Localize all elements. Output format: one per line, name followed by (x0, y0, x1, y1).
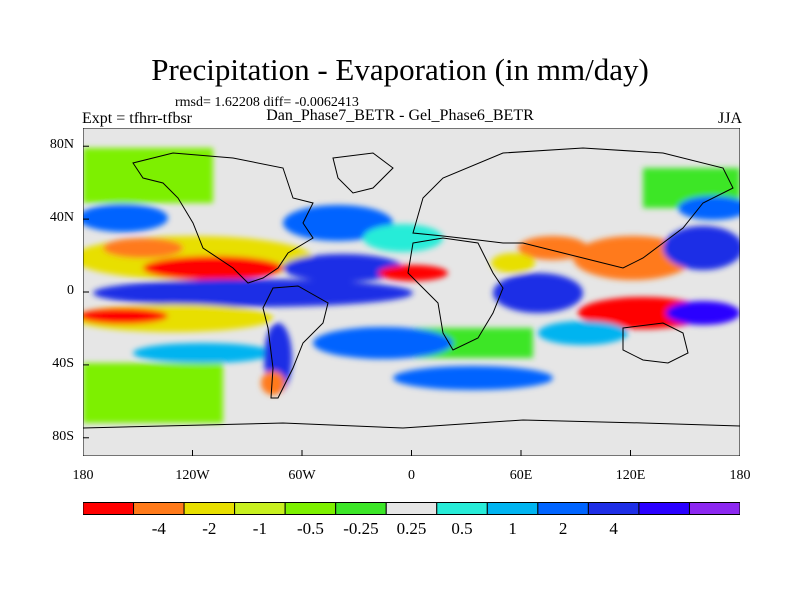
colorbar-label: 1 (508, 519, 517, 538)
field-region (666, 301, 740, 325)
coastline-eurasia (412, 147, 734, 269)
colorbar-label: -0.5 (296, 519, 324, 538)
field-region (261, 371, 285, 395)
subtitle: Dan_Phase7_BETR - Gel_Phase6_BETR (266, 107, 534, 124)
field-region (283, 205, 393, 241)
colorbar-box (587, 502, 640, 515)
y-tick-label: 80N (49, 137, 74, 153)
experiment-label: Expt = tfhrr-tfbsr (82, 110, 193, 127)
colorbar-box (284, 502, 337, 515)
x-tick-label: 120E (615, 468, 646, 483)
coastline-antarctica (83, 419, 740, 429)
colorbar-label: 0.25 (396, 519, 427, 538)
colorbar-box (436, 502, 488, 515)
x-tick-label: 60E (509, 468, 533, 483)
colorbar-label: -4 (151, 519, 166, 538)
field-region (93, 279, 413, 307)
y-tick-label: 40N (49, 210, 74, 226)
coastline-north-america (132, 152, 314, 284)
y-tick-label: 80S (52, 428, 74, 444)
colorbar-box (537, 502, 589, 515)
field-region (393, 366, 553, 390)
field-region (83, 308, 168, 324)
field-region (133, 343, 273, 363)
y-tick-label: 40S (52, 355, 74, 371)
field-region (83, 148, 213, 203)
field-region (283, 254, 403, 282)
field-region (663, 226, 740, 270)
pe-field (83, 148, 740, 423)
field-region (378, 265, 448, 281)
x-tick-label: 180 (72, 468, 94, 483)
colorbar-label: -0.25 (343, 519, 379, 538)
colorbar (83, 502, 740, 515)
y-tick-label: 0 (67, 283, 74, 298)
field-region (493, 273, 583, 313)
colorbar-box (486, 502, 539, 515)
colorbar-label: 2 (558, 519, 568, 538)
colorbar-box (133, 502, 185, 515)
x-tick-label: 180 (729, 468, 751, 483)
colorbar-box (688, 502, 740, 515)
colorbar-box (183, 502, 236, 515)
colorbar-label: -1 (252, 519, 267, 538)
coastlines (83, 147, 740, 429)
season-label: JJA (717, 110, 742, 127)
colorbar-label: -2 (202, 519, 217, 538)
coastline-south-america (262, 285, 329, 399)
colorbar-label: 4 (609, 519, 618, 538)
colorbar-label: 0.5 (451, 519, 473, 538)
field-region (313, 327, 453, 359)
colorbar-box (638, 502, 690, 515)
field-region (103, 238, 183, 258)
field-region (83, 363, 223, 423)
chart-title: Precipitation - Evaporation (in mm/day) (151, 52, 649, 87)
x-tick-label: 120W (175, 468, 210, 483)
colorbar-box (83, 502, 135, 515)
field-region (678, 196, 740, 220)
field-region (363, 224, 443, 252)
colorbar-box (234, 502, 286, 515)
field-region (573, 236, 693, 280)
field-region (518, 236, 588, 260)
coastline-africa (407, 237, 504, 351)
colorbar-box (335, 502, 387, 515)
coastline-australia (622, 322, 689, 364)
map-plot (83, 128, 740, 456)
coastline-greenland (332, 152, 394, 194)
field-region (491, 253, 535, 273)
stats-label: rmsd= 1.62208 diff= -0.0062413 (175, 95, 359, 110)
field-region (143, 256, 283, 280)
x-tick-label: 60W (288, 468, 316, 483)
x-tick-label: 0 (408, 468, 415, 483)
colorbar-box (385, 502, 438, 515)
map-ticks (83, 145, 740, 456)
field-region (538, 321, 628, 345)
field-region (83, 204, 168, 232)
